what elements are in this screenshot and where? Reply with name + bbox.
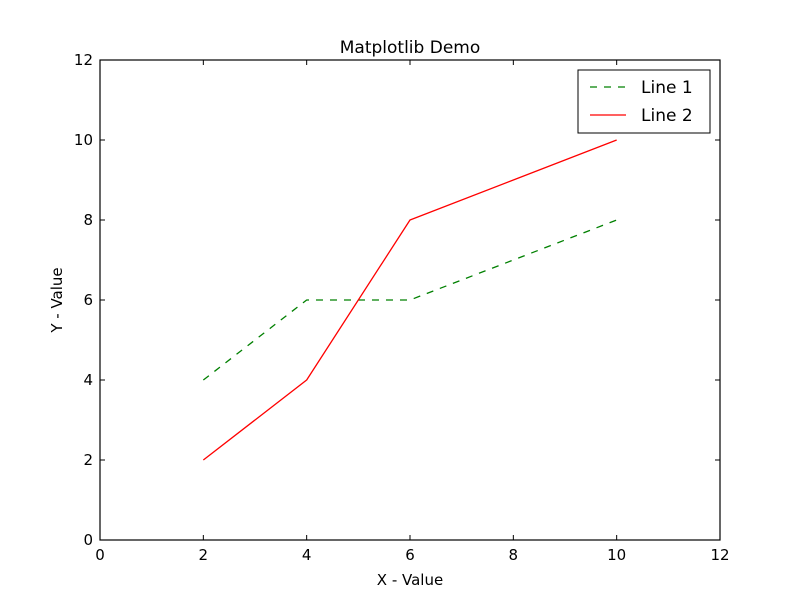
y-tick-label: 6 (83, 291, 93, 309)
x-tick-label: 4 (302, 546, 312, 564)
y-tick-label: 8 (83, 211, 93, 229)
y-tick-label: 2 (83, 451, 93, 469)
y-tick-label: 12 (74, 51, 93, 69)
x-tick-label: 0 (95, 546, 105, 564)
x-tick-label: 2 (199, 546, 209, 564)
y-axis-label: Y - Value (48, 267, 66, 333)
x-axis-label: X - Value (377, 571, 443, 589)
legend-label-line-1: Line 1 (641, 78, 693, 98)
chart-title: Matplotlib Demo (340, 38, 480, 58)
legend-label-line-2: Line 2 (641, 106, 693, 126)
series-line-2 (202, 139, 617, 461)
axis-ticks: 0 2 4 6 8 10 12 0 2 4 6 8 10 12 (74, 51, 730, 564)
y-tick-label: 0 (83, 531, 93, 549)
x-tick-label: 12 (710, 546, 729, 564)
y-tick-label: 4 (83, 371, 93, 389)
x-tick-label: 10 (607, 546, 626, 564)
x-tick-label: 6 (405, 546, 415, 564)
series-line-1 (202, 219, 617, 381)
legend: Line 1 Line 2 (577, 69, 711, 134)
legend-box (577, 69, 711, 134)
x-tick-label: 8 (509, 546, 519, 564)
y-tick-label: 10 (74, 131, 93, 149)
series-lines (202, 139, 617, 461)
